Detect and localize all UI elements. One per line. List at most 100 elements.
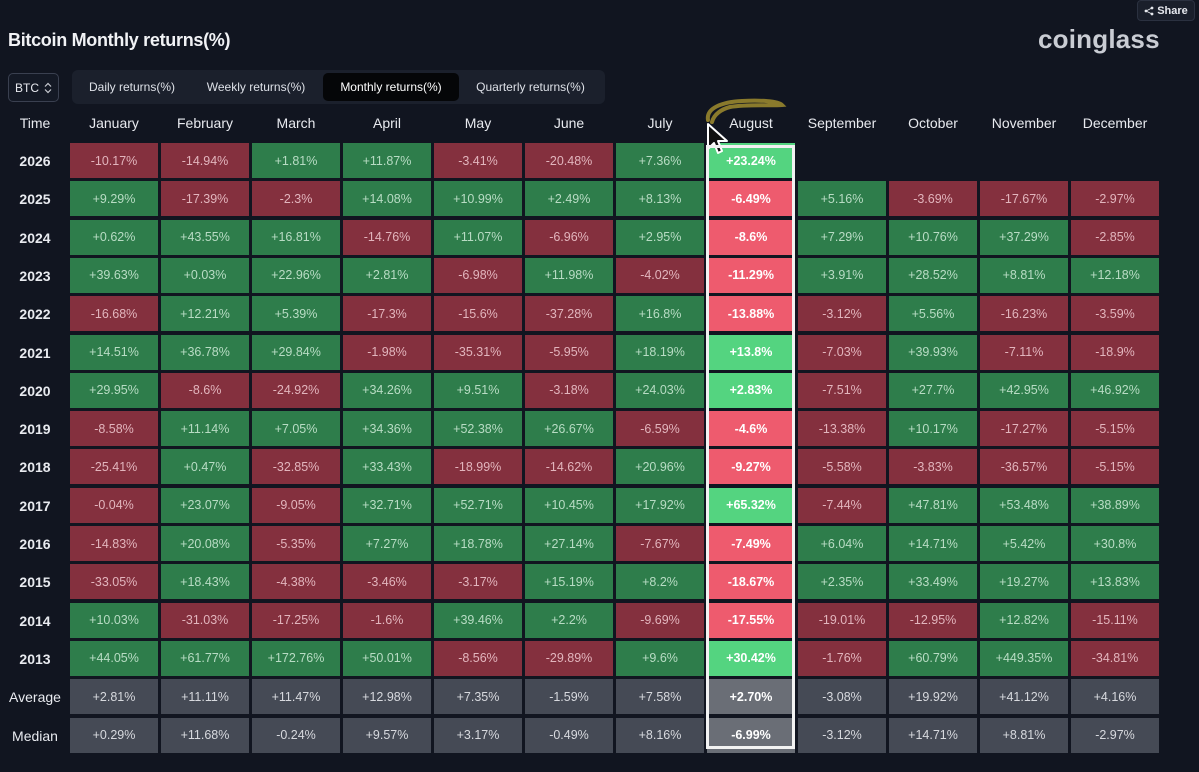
row-label-2020: 2020 bbox=[19, 382, 51, 399]
month-header-december: December bbox=[1082, 115, 1148, 131]
month-header-november: November bbox=[991, 115, 1057, 131]
mouse-cursor-icon bbox=[707, 123, 728, 154]
return-cell-median-june: -0.49% bbox=[525, 717, 613, 753]
return-cell-2014-october: -12.95% bbox=[889, 602, 977, 638]
return-cell-2022-february: +12.21% bbox=[161, 296, 249, 332]
returns-period-tabs: Daily returns(%) Weekly returns(%) Month… bbox=[72, 70, 605, 104]
row-label-2018: 2018 bbox=[19, 459, 51, 476]
return-cell-2013-june: -29.89% bbox=[525, 640, 613, 676]
return-cell-2020-january: +29.95% bbox=[70, 372, 158, 408]
return-cell-2022-december: -3.59% bbox=[1071, 296, 1159, 332]
return-cell-2017-october: +47.81% bbox=[889, 487, 977, 523]
return-cell-median-october: +14.71% bbox=[889, 717, 977, 753]
return-cell-2023-february: +0.03% bbox=[161, 257, 249, 293]
return-cell-2020-november: +42.95% bbox=[980, 372, 1068, 408]
return-cell-2024-october: +10.76% bbox=[889, 219, 977, 255]
return-cell-2020-march: -24.92% bbox=[252, 372, 340, 408]
row-label-average: Average bbox=[9, 689, 61, 706]
return-cell-2018-may: -18.99% bbox=[434, 449, 522, 485]
return-cell-2022-july: +16.8% bbox=[616, 296, 704, 332]
month-header-january: January bbox=[89, 115, 139, 131]
return-cell-2021-january: +14.51% bbox=[70, 334, 158, 370]
return-cell-2026-february: -14.94% bbox=[161, 143, 249, 178]
return-cell-2015-august: -18.67% bbox=[707, 564, 795, 600]
row-label-2023: 2023 bbox=[19, 267, 51, 284]
return-cell-2018-november: -36.57% bbox=[980, 449, 1068, 485]
share-button[interactable]: Share bbox=[1137, 0, 1195, 21]
return-cell-2021-september: -7.03% bbox=[798, 334, 886, 370]
tab-daily-returns[interactable]: Daily returns(%) bbox=[88, 80, 175, 94]
tab-monthly-returns[interactable]: Monthly returns(%) bbox=[323, 73, 459, 101]
row-label-2013: 2013 bbox=[19, 650, 51, 667]
return-cell-2017-april: +32.71% bbox=[343, 487, 431, 523]
return-cell-2022-june: -37.28% bbox=[525, 296, 613, 332]
return-cell-2017-august: +65.32% bbox=[707, 487, 795, 523]
return-cell-average-august: +2.70% bbox=[707, 679, 795, 715]
return-cell-2016-august: -7.49% bbox=[707, 526, 795, 561]
row-label-2014: 2014 bbox=[19, 612, 51, 629]
row-label-2025: 2025 bbox=[19, 191, 51, 208]
return-cell-2017-september: -7.44% bbox=[798, 487, 886, 523]
return-cell-2016-november: +5.42% bbox=[980, 526, 1068, 561]
return-cell-2019-july: -6.59% bbox=[616, 411, 704, 447]
return-cell-2021-april: -1.98% bbox=[343, 334, 431, 370]
return-cell-2013-october: +60.79% bbox=[889, 640, 977, 676]
return-cell-median-march: -0.24% bbox=[252, 717, 340, 753]
month-header-august: August bbox=[729, 115, 773, 131]
return-cell-2020-june: -3.18% bbox=[525, 372, 613, 408]
month-header-october: October bbox=[908, 115, 958, 131]
share-label: Share bbox=[1157, 4, 1188, 17]
return-cell-2025-august: -6.49% bbox=[707, 181, 795, 217]
return-cell-2022-august: -13.88% bbox=[707, 296, 795, 332]
return-cell-2026-july: +7.36% bbox=[616, 143, 704, 178]
return-cell-2017-november: +53.48% bbox=[980, 487, 1068, 523]
return-cell-2015-november: +19.27% bbox=[980, 564, 1068, 600]
return-cell-2015-april: -3.46% bbox=[343, 564, 431, 600]
return-cell-2018-march: -32.85% bbox=[252, 449, 340, 485]
tab-weekly-returns[interactable]: Weekly returns(%) bbox=[206, 80, 306, 94]
return-cell-2018-august: -9.27% bbox=[707, 449, 795, 485]
month-header-february: February bbox=[176, 115, 234, 131]
return-cell-average-july: +7.58% bbox=[616, 679, 704, 715]
return-cell-2024-august: -8.6% bbox=[707, 219, 795, 255]
return-cell-2026-april: +11.87% bbox=[343, 143, 431, 178]
return-cell-2014-july: -9.69% bbox=[616, 602, 704, 638]
return-cell-2019-june: +26.67% bbox=[525, 411, 613, 447]
row-label-2021: 2021 bbox=[19, 344, 51, 361]
return-cell-2022-april: -17.3% bbox=[343, 296, 431, 332]
return-cell-2016-february: +20.08% bbox=[161, 526, 249, 561]
return-cell-2023-april: +2.81% bbox=[343, 257, 431, 293]
return-cell-2025-january: +9.29% bbox=[70, 181, 158, 217]
return-cell-2021-february: +36.78% bbox=[161, 334, 249, 370]
return-cell-2024-december: -2.85% bbox=[1071, 219, 1159, 255]
return-cell-2019-october: +10.17% bbox=[889, 411, 977, 447]
return-cell-2023-june: +11.98% bbox=[525, 257, 613, 293]
return-cell-2019-april: +34.36% bbox=[343, 411, 431, 447]
return-cell-2025-march: -2.3% bbox=[252, 181, 340, 217]
return-cell-2018-june: -14.62% bbox=[525, 449, 613, 485]
return-cell-average-september: -3.08% bbox=[798, 679, 886, 715]
return-cell-2023-may: -6.98% bbox=[434, 257, 522, 293]
symbol-select[interactable]: BTC bbox=[8, 73, 59, 102]
return-cell-2015-january: -33.05% bbox=[70, 564, 158, 600]
tab-quarterly-returns[interactable]: Quarterly returns(%) bbox=[476, 80, 585, 94]
return-cell-2024-may: +11.07% bbox=[434, 219, 522, 255]
return-cell-2014-september: -19.01% bbox=[798, 602, 886, 638]
month-header-june: June bbox=[553, 115, 585, 131]
return-cell-2025-june: +2.49% bbox=[525, 181, 613, 217]
return-cell-2018-october: -3.83% bbox=[889, 449, 977, 485]
row-label-median: Median bbox=[12, 727, 58, 744]
return-cell-2021-march: +29.84% bbox=[252, 334, 340, 370]
return-cell-2023-november: +8.81% bbox=[980, 257, 1068, 293]
return-cell-2013-april: +50.01% bbox=[343, 640, 431, 676]
return-cell-2013-march: +172.76% bbox=[252, 640, 340, 676]
return-cell-2021-october: +39.93% bbox=[889, 334, 977, 370]
return-cell-2014-may: +39.46% bbox=[434, 602, 522, 638]
month-header-march: March bbox=[276, 115, 316, 131]
return-cell-2021-may: -35.31% bbox=[434, 334, 522, 370]
return-cell-2020-may: +9.51% bbox=[434, 372, 522, 408]
return-cell-2021-july: +18.19% bbox=[616, 334, 704, 370]
return-cell-2017-june: +10.45% bbox=[525, 487, 613, 523]
month-header-september: September bbox=[807, 115, 877, 131]
return-cell-average-april: +12.98% bbox=[343, 679, 431, 715]
